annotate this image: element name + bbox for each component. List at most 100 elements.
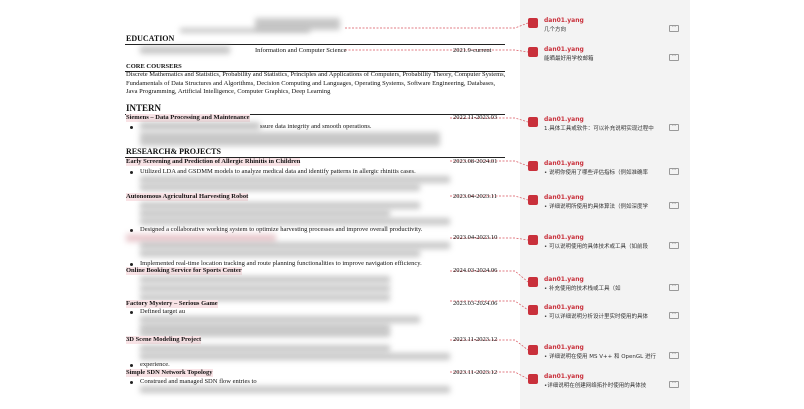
- blurred-text: [140, 250, 420, 257]
- date: 2023.08-2024.01: [453, 158, 498, 165]
- bullet: [130, 364, 133, 367]
- bullet: [130, 311, 133, 314]
- comment-connector: [450, 117, 529, 123]
- blurred-text: [140, 210, 390, 217]
- comment-author: dan01.yang: [544, 234, 584, 241]
- entry-title: Simple SDN Network Topology: [126, 369, 213, 377]
- avatar: [528, 18, 538, 28]
- rule: [125, 44, 505, 45]
- blurred-contact: [180, 28, 310, 33]
- avatar: [528, 47, 538, 57]
- comment-card[interactable]: dan01.yang • 详细说明所使用的具体算法（例如深度学 ···: [524, 194, 684, 216]
- comment-connector: [450, 300, 529, 311]
- comment-card[interactable]: dan01.yang • 可以详细说明分析设计里实时使用的具体 ···: [524, 304, 684, 326]
- blurred-text: [140, 122, 260, 130]
- avatar: [528, 374, 538, 384]
- bullet-text: Defined target au: [140, 308, 185, 315]
- bullet-text: experience.: [140, 361, 170, 368]
- bullet-text: Designed a collaborative working system …: [140, 226, 423, 233]
- date: 2022.11-2023.03: [453, 114, 498, 121]
- blurred-name: [255, 18, 340, 30]
- comment-connector: [450, 371, 529, 380]
- comment-card[interactable]: dan01.yang • 说明你使用了哪些评估指标（例如准确率 ···: [524, 160, 684, 182]
- blurred-text: [140, 132, 440, 146]
- avatar: [528, 235, 538, 245]
- blurred-text: [140, 218, 450, 225]
- comment-text: 能晒最好用学校邮箱: [544, 56, 594, 62]
- bullet-text: Construed and managed SDN flow entries t…: [140, 378, 257, 385]
- section-heading: RESEARCH& PROJECTS: [126, 147, 221, 156]
- more-button[interactable]: ···: [669, 352, 679, 359]
- comment-author: dan01.yang: [544, 373, 584, 380]
- blurred-text: [140, 330, 390, 337]
- comment-connector: [345, 49, 529, 53]
- comment-author: dan01.yang: [544, 46, 584, 53]
- more-button[interactable]: ···: [669, 124, 679, 131]
- comment-card[interactable]: dan01.yang 能晒最好用学校邮箱 ···: [524, 46, 684, 68]
- entry-title: Factory Mystery – Serious Game: [126, 300, 218, 308]
- avatar: [528, 117, 538, 127]
- bullet-text: ssure data integrity and smooth operatio…: [260, 123, 372, 130]
- comment-connector: [450, 339, 529, 351]
- more-button[interactable]: ···: [669, 25, 679, 32]
- blurred-text: [140, 276, 390, 283]
- comment-author: dan01.yang: [544, 17, 584, 24]
- more-button[interactable]: ···: [669, 312, 679, 319]
- comment-connector: [450, 237, 529, 241]
- courses: Discrete Mathematics and Statistics, Pro…: [126, 71, 506, 95]
- comment-connector: [450, 270, 529, 283]
- more-button[interactable]: ···: [669, 54, 679, 61]
- blurred-school: [140, 46, 230, 54]
- comment-connector: [345, 22, 529, 29]
- comment-card[interactable]: dan01.yang • 详细说明在使用 MS V++ 和 OpenGL 进行 ··…: [524, 344, 684, 366]
- major: Information and Computer Science: [255, 47, 347, 54]
- bullet: [130, 126, 133, 129]
- comment-author: dan01.yang: [544, 304, 584, 311]
- comment-author: dan01.yang: [544, 116, 584, 123]
- more-button[interactable]: ···: [669, 202, 679, 209]
- more-button[interactable]: ···: [669, 381, 679, 388]
- avatar: [528, 345, 538, 355]
- date: 2023.03-2024.06: [453, 300, 498, 307]
- comment-text: 1.具体工具或软件：可以补充说明实现过程中: [544, 126, 654, 132]
- bullet-text: Utilized LDA and GSDMM models to analyze…: [140, 168, 416, 175]
- bullet: [130, 229, 133, 232]
- blurred-title: [126, 234, 276, 242]
- date: 2023.11-2023.12: [453, 369, 498, 376]
- bullet: [130, 263, 133, 266]
- entry-title: 3D Scene Modeling Project: [126, 336, 202, 344]
- comment-author: dan01.yang: [544, 194, 584, 201]
- comment-card[interactable]: dan01.yang •详细说明在创建网络拓扑时使用的具体技 ···: [524, 373, 684, 395]
- comment-text: • 详细说明在使用 MS V++ 和 OpenGL 进行: [544, 354, 656, 360]
- bullet-text: Implemented real-time location tracking …: [140, 260, 422, 267]
- date: 2021.9-current: [453, 47, 492, 54]
- blurred-text: [140, 316, 420, 323]
- blurred-text: [140, 345, 390, 352]
- avatar: [528, 195, 538, 205]
- date: 2023.11-2023.12: [453, 336, 498, 343]
- comment-card[interactable]: dan01.yang 1.具体工具或软件：可以补充说明实现过程中 ···: [524, 116, 684, 138]
- comment-card[interactable]: dan01.yang • 补充使用的技术栈或工具（如 ···: [524, 276, 684, 298]
- avatar: [528, 277, 538, 287]
- comment-card[interactable]: dan01.yang • 可以说明使用的具体技术或工具（如前段 ···: [524, 234, 684, 256]
- blurred-text: [140, 202, 420, 209]
- comment-pane: [520, 0, 690, 409]
- comment-text: • 补充使用的技术栈或工具（如: [544, 286, 621, 292]
- rule: [125, 157, 505, 158]
- blurred-text: [140, 353, 450, 360]
- comment-card[interactable]: dan01.yang 几个方向 ···: [524, 17, 684, 39]
- date: 2023.04-2023.11: [453, 193, 498, 200]
- more-button[interactable]: ···: [669, 284, 679, 291]
- section-heading: EDUCATION: [126, 34, 175, 43]
- comment-author: dan01.yang: [544, 276, 584, 283]
- date: 2024.03-2024.06: [453, 267, 498, 274]
- blurred-text: [140, 285, 390, 292]
- comment-author: dan01.yang: [544, 344, 584, 351]
- more-button[interactable]: ···: [669, 242, 679, 249]
- comment-text: •详细说明在创建网络拓扑时使用的具体技: [544, 383, 647, 389]
- comment-connector: [450, 195, 529, 201]
- avatar: [528, 161, 538, 171]
- more-button[interactable]: ···: [669, 168, 679, 175]
